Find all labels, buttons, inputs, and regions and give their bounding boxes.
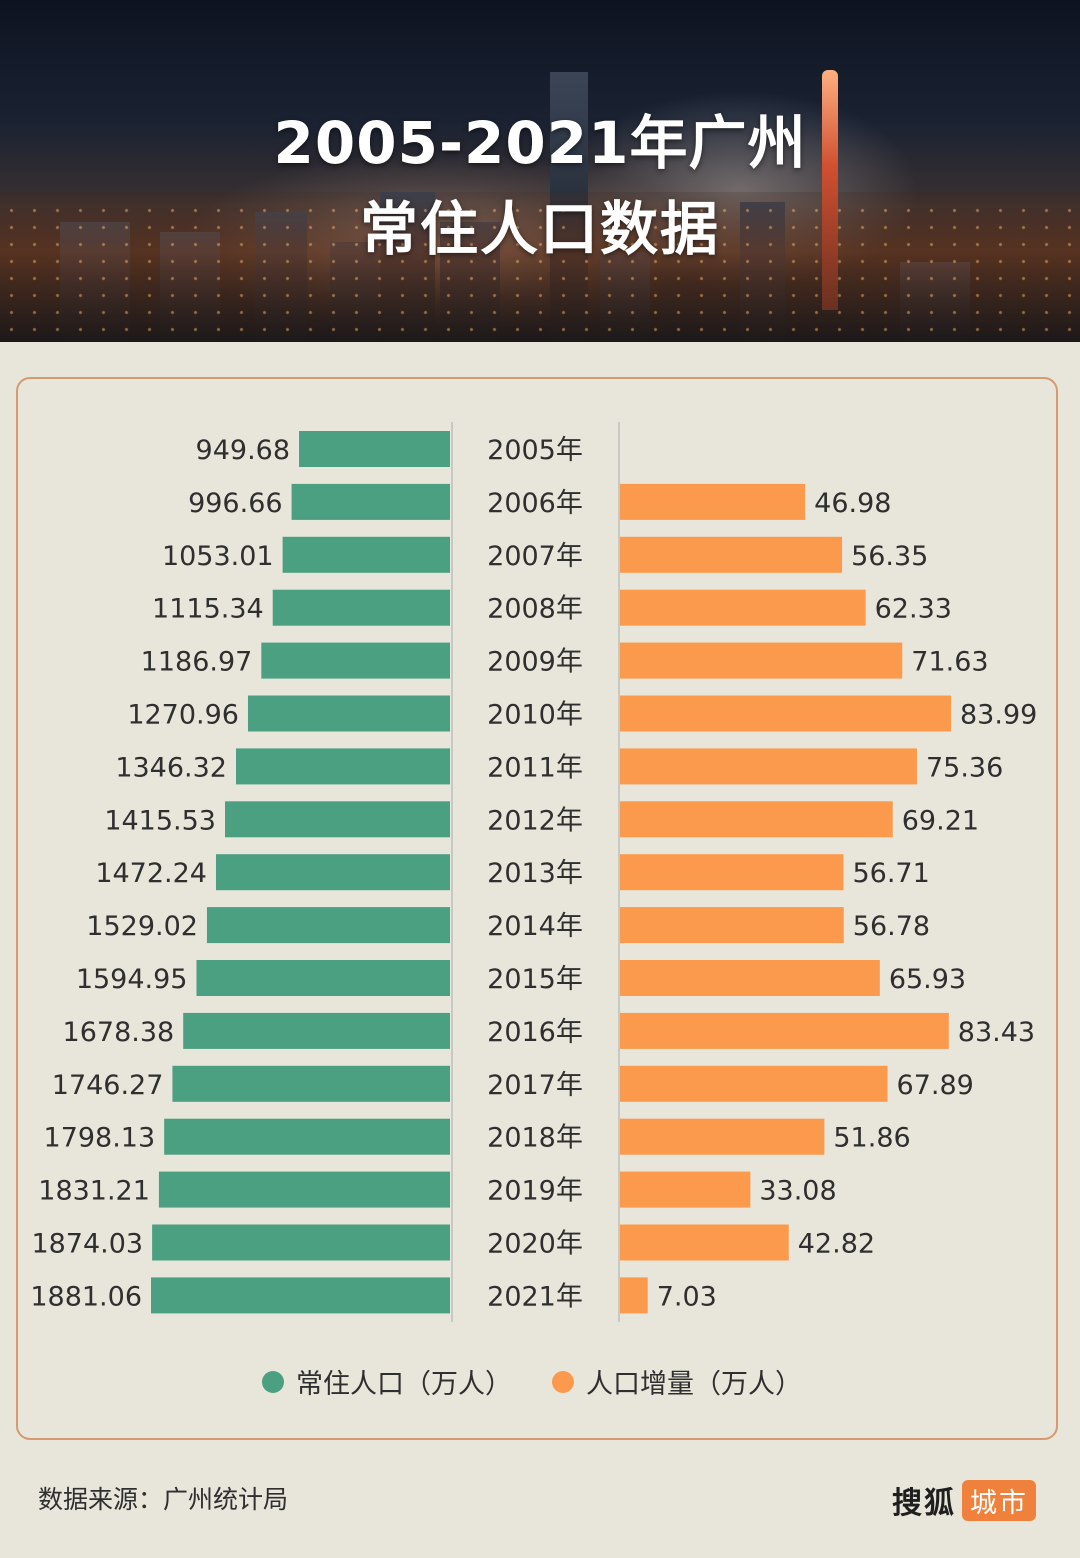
label-increase: 56.71 xyxy=(852,858,929,889)
label-increase: 83.99 xyxy=(960,700,1037,731)
label-population: 1529.02 xyxy=(86,911,198,942)
bar-population xyxy=(152,1224,450,1261)
label-population: 1472.24 xyxy=(95,858,207,889)
label-increase: 42.82 xyxy=(798,1229,875,1260)
year-label: 2016年 xyxy=(487,1017,583,1048)
label-increase: 71.63 xyxy=(911,647,988,678)
bar-increase xyxy=(620,1065,888,1102)
legend-item-population: 常住人口（万人） xyxy=(262,1362,512,1401)
label-increase: 56.35 xyxy=(851,541,928,572)
year-label: 2007年 xyxy=(487,541,583,572)
bar-increase xyxy=(620,907,844,944)
year-label: 2019年 xyxy=(487,1176,583,1207)
bar-population xyxy=(235,748,450,785)
bar-population xyxy=(158,1171,450,1208)
bar-population xyxy=(151,1277,450,1314)
bar-population xyxy=(282,536,450,573)
year-label: 2015年 xyxy=(487,964,583,995)
label-population: 949.68 xyxy=(196,435,290,466)
label-population: 1798.13 xyxy=(44,1123,156,1154)
label-increase: 65.93 xyxy=(889,964,966,995)
chart-legend: 常住人口（万人） 人口增量（万人） xyxy=(0,1362,1080,1400)
bar-population xyxy=(164,1118,451,1155)
label-increase: 46.98 xyxy=(814,488,891,519)
bar-population xyxy=(272,589,450,626)
bar-population xyxy=(183,1012,450,1049)
label-population: 1678.38 xyxy=(63,1017,175,1048)
data-source: 数据来源：广州统计局 xyxy=(38,1485,289,1514)
bar-population xyxy=(299,431,450,467)
legend-label-increase: 人口增量（万人） xyxy=(586,1369,802,1400)
bar-increase xyxy=(620,642,903,679)
brand-name: 搜狐 xyxy=(892,1486,956,1521)
hero-image xyxy=(0,0,1080,342)
bar-increase xyxy=(620,1118,825,1155)
year-label: 2021年 xyxy=(487,1281,583,1312)
label-population: 1831.21 xyxy=(38,1176,150,1207)
label-increase: 56.78 xyxy=(853,911,930,942)
label-population: 1270.96 xyxy=(127,700,239,731)
year-label: 2009年 xyxy=(487,647,583,678)
label-population: 1746.27 xyxy=(52,1070,164,1101)
label-population: 1346.32 xyxy=(115,752,227,783)
year-label: 2010年 xyxy=(487,700,583,731)
label-population: 1053.01 xyxy=(162,541,274,572)
year-label: 2006年 xyxy=(487,488,583,519)
label-population: 1115.34 xyxy=(152,594,264,625)
label-population: 1881.06 xyxy=(30,1281,142,1312)
bar-population xyxy=(196,960,450,996)
label-increase: 33.08 xyxy=(759,1176,836,1207)
label-increase: 51.86 xyxy=(833,1123,910,1154)
bar-increase xyxy=(620,1171,751,1208)
bar-increase xyxy=(620,695,951,732)
year-label: 2017年 xyxy=(487,1070,583,1101)
label-increase: 69.21 xyxy=(902,805,979,836)
bar-increase xyxy=(620,748,917,785)
legend-item-increase: 人口增量（万人） xyxy=(552,1362,802,1401)
year-label: 2013年 xyxy=(487,858,583,889)
bar-increase xyxy=(620,1224,789,1261)
label-increase: 7.03 xyxy=(657,1281,717,1312)
label-increase: 75.36 xyxy=(926,752,1003,783)
label-increase: 67.89 xyxy=(897,1070,974,1101)
legend-label-population: 常住人口（万人） xyxy=(296,1369,512,1400)
bar-increase xyxy=(620,1277,648,1314)
year-label: 2018年 xyxy=(487,1123,583,1154)
brand-logo: 搜狐 城市 xyxy=(892,1478,1036,1522)
bar-population xyxy=(261,642,450,679)
year-label: 2008年 xyxy=(487,594,583,625)
year-label: 2020年 xyxy=(487,1229,583,1260)
chart-panel xyxy=(16,377,1058,1440)
bar-population xyxy=(206,907,450,944)
year-label: 2011年 xyxy=(487,752,583,783)
bar-population xyxy=(172,1065,450,1102)
label-increase: 62.33 xyxy=(875,594,952,625)
page-title: 2005-2021年广州 xyxy=(273,109,807,177)
bar-population xyxy=(247,695,450,732)
bar-increase xyxy=(620,589,866,626)
label-population: 1415.53 xyxy=(104,805,216,836)
bar-increase xyxy=(620,801,893,838)
year-label: 2005年 xyxy=(487,435,583,466)
label-population: 996.66 xyxy=(188,488,282,519)
year-label: 2014年 xyxy=(487,911,583,942)
bar-increase xyxy=(620,483,806,520)
bar-increase xyxy=(620,960,880,996)
label-increase: 83.43 xyxy=(958,1017,1035,1048)
bar-increase xyxy=(620,1012,949,1049)
brand-tag: 城市 xyxy=(962,1479,1036,1521)
population-chart: 949.68 2005年 996.66 2006年 46.98 1053.01 2007年 5… xyxy=(30,422,1037,1322)
bar-increase xyxy=(620,854,844,891)
bar-population xyxy=(224,801,450,838)
bar-increase xyxy=(620,536,843,573)
label-population: 1874.03 xyxy=(31,1229,143,1260)
year-label: 2012年 xyxy=(487,805,583,836)
page-subtitle: 常住人口数据 xyxy=(359,195,720,263)
bar-population xyxy=(215,854,450,891)
legend-dot-increase xyxy=(552,1370,574,1393)
legend-dot-population xyxy=(262,1370,284,1393)
label-population: 1594.95 xyxy=(76,964,188,995)
bar-population xyxy=(291,483,450,520)
label-population: 1186.97 xyxy=(141,647,253,678)
